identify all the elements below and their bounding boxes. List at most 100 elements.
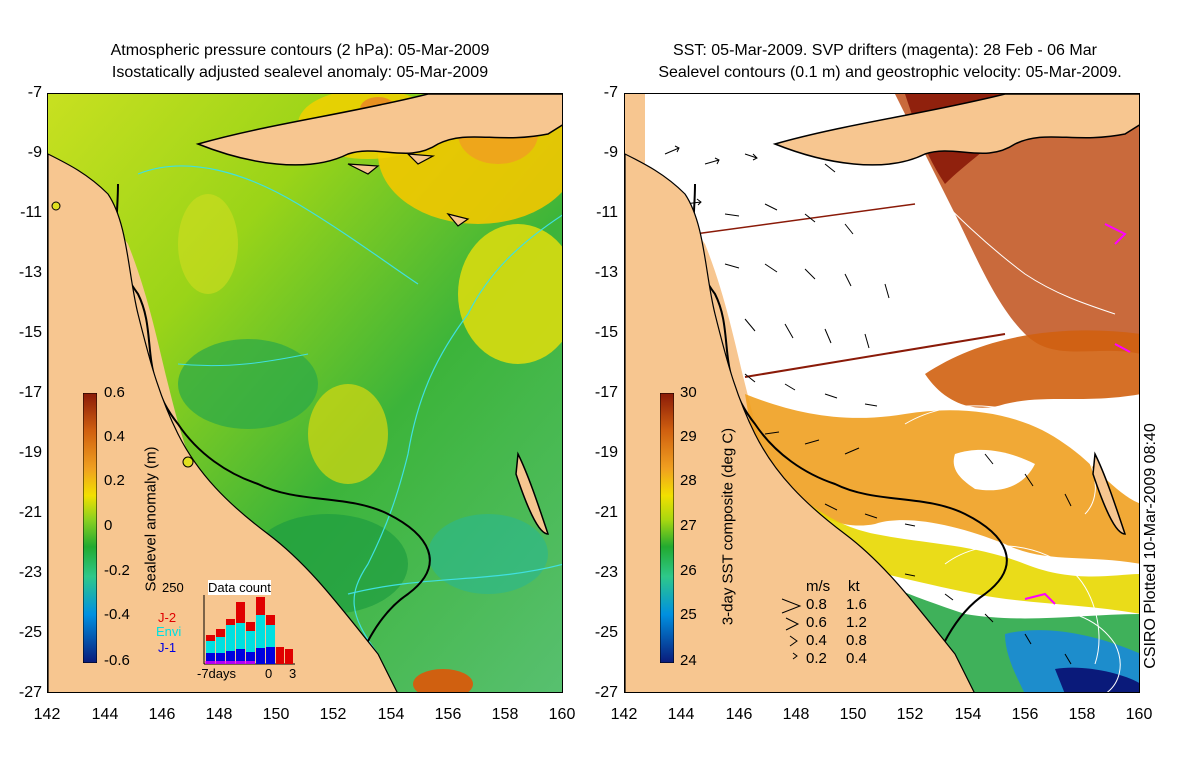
right-x-tick: 148 [782,706,810,723]
hist-ymax: 250 [162,580,184,595]
sst-cloud-gap [953,449,1035,491]
left-y-tick: -11 [20,204,42,221]
right-y-tick: -25 [594,624,618,641]
sst-map [625,94,1139,692]
velocity-legend-arrows [781,598,802,660]
sla-high-s [413,669,473,692]
sst-tick-25: 25 [680,606,697,623]
hist-series-j1: J-1 [158,640,177,655]
sla-tick-m0-4: -0.4 [104,606,130,623]
sst-tick-28: 28 [680,472,697,489]
right-x-tick: 154 [954,706,982,723]
left-x-tick: 144 [91,706,119,723]
sla-mid-c [308,384,388,484]
velocity-legend-row-2-ms: 0.6 [806,614,827,631]
sla-mid-e [458,224,562,364]
right-title-line1: SST: 05-Mar-2009. SVP drifters (magenta)… [673,42,1097,59]
velocity-legend-header-kt: kt [848,578,860,595]
right-y-tick: -9 [603,144,618,161]
sst-tick-24: 24 [680,652,697,669]
sla-tick-0: 0 [104,517,113,534]
reef-new-caledonia [1092,451,1127,535]
velocity-legend-row-3-ms: 0.4 [806,632,827,649]
sla-tick-m0-6: -0.6 [104,652,130,669]
right-x-tick: 152 [896,706,924,723]
left-y-tick: -27 [18,684,42,701]
sla-map-panel [47,93,563,693]
coastline-islands [347,153,470,227]
right-y-tick: -13 [594,264,618,281]
sla-tick-0-6: 0.6 [104,384,125,401]
left-x-tick: 152 [319,706,347,723]
left-x-tick: 156 [434,706,462,723]
hist-x-zero: 0 [265,666,273,681]
velocity-legend-row-3-kt: 0.8 [846,632,867,649]
left-y-tick: -15 [18,324,42,341]
coastline-png [772,94,1139,166]
right-y-tick: -19 [594,444,618,461]
coastline-australia [625,153,975,692]
sla-tick-0-4: 0.4 [104,428,125,445]
hist-x-start: -7days [197,666,237,681]
left-y-tick: -25 [18,624,42,641]
sla-mid-w [178,194,238,294]
sst-yellow-band [755,454,1139,614]
sst-warm-mid [925,330,1139,408]
sst-colorbar [660,393,674,663]
right-y-tick: -15 [594,324,618,341]
hist-title: Data count [208,580,271,595]
sst-orange-shelf [745,394,1139,564]
sla-colorbar [83,393,97,663]
ship-track [694,203,916,235]
hist-x-end: 3 [289,666,297,681]
left-x-tick: 148 [205,706,233,723]
sealevel-contour [924,183,1116,315]
sla-tick-m0-2: -0.2 [104,562,130,579]
left-y-tick: -7 [27,84,42,101]
velocity-legend-row-2-kt: 1.2 [846,614,867,631]
coastline-png [195,94,562,166]
velocity-legend-header-ms: m/s [806,578,831,595]
pressure-contour [177,353,309,367]
velocity-legend-row-1-kt: 1.6 [846,596,867,613]
left-x-tick: 142 [33,706,61,723]
coastline-australia [48,153,398,692]
right-x-tick: 142 [610,706,638,723]
station-marker [182,456,194,468]
left-x-tick: 150 [262,706,290,723]
left-x-tick: 160 [548,706,576,723]
sla-colorbar-label: Sealevel anomaly (m) [142,446,160,592]
pressure-contour [137,165,419,285]
data-count-histogram [203,595,295,665]
shelf-contour [115,183,431,692]
left-y-tick: -17 [18,384,42,401]
sla-map [48,94,562,692]
velocity-legend-row-1-ms: 0.8 [806,596,827,613]
sst-tick-27: 27 [680,517,697,534]
right-y-tick: -27 [594,684,618,701]
reef-new-caledonia [515,451,550,535]
right-title-line2: Sealevel contours (0.1 m) and geostrophi… [658,64,1122,81]
hist-series-envi: Envi [156,624,182,639]
sealevel-contour [1024,609,1121,692]
right-x-tick: 156 [1011,706,1039,723]
sla-low-c [178,339,318,429]
drifter-track [1024,592,1056,605]
left-y-tick: -23 [18,564,42,581]
sst-coldest-se [1055,667,1139,692]
right-x-tick: 150 [839,706,867,723]
right-x-tick: 144 [667,706,695,723]
sla-low-se [428,514,548,594]
pressure-contour [347,563,562,595]
left-x-tick: 146 [148,706,176,723]
velocity-legend-row-4-ms: 0.2 [806,650,827,667]
ship-track [744,333,1006,378]
right-y-tick: -21 [594,504,618,521]
right-x-tick: 160 [1125,706,1153,723]
sla-tick-0-2: 0.2 [104,472,125,489]
left-y-tick: -9 [27,144,42,161]
station-marker [51,201,61,211]
sst-tick-29: 29 [680,428,697,445]
drifter-track [1114,343,1131,353]
right-x-tick: 146 [725,706,753,723]
